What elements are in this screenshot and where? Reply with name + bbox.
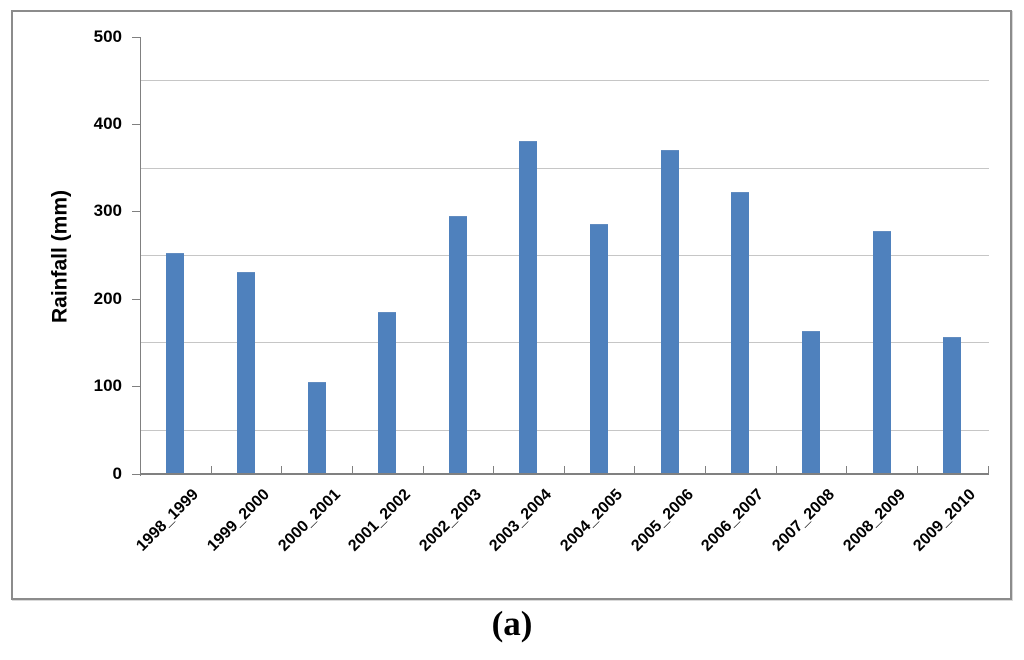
bar-2004_2005 [590, 223, 609, 475]
y-axis-tick [132, 36, 140, 38]
h-gridline [140, 429, 989, 431]
h-gridline [140, 80, 989, 82]
x-axis-tick [563, 465, 565, 474]
x-axis-tick [634, 465, 636, 474]
x-axis-tick [422, 465, 424, 474]
y-axis-tick [132, 473, 140, 475]
figure-caption: (a) [491, 604, 533, 643]
y-axis-tick-label: 400 [93, 113, 122, 133]
x-axis-tick [281, 465, 283, 474]
chart-frame [11, 10, 1012, 600]
bar-1999_2000 [236, 272, 255, 475]
y-axis-tick-label: 200 [93, 288, 122, 308]
x-axis-tick [775, 465, 777, 474]
y-axis-tick-label: 300 [93, 201, 122, 221]
bar-2006_2007 [731, 192, 750, 475]
h-gridline [140, 342, 989, 344]
x-axis-tick [140, 465, 141, 474]
bar-2000_2001 [307, 381, 326, 475]
y-axis-tick-label: 0 [112, 463, 122, 483]
x-axis-tick [210, 465, 212, 474]
y-axis-tick [132, 386, 140, 388]
bar-2008_2009 [872, 230, 891, 475]
bar-2001_2002 [378, 311, 397, 475]
x-axis-tick [705, 465, 706, 474]
x-axis-tick [846, 465, 848, 474]
y-axis-tick [132, 211, 140, 213]
y-axis-tick [132, 298, 140, 300]
h-gridline [140, 167, 989, 169]
y-axis-tick-label: 500 [93, 26, 122, 46]
x-axis-tick [916, 465, 918, 474]
bar-2005_2006 [660, 150, 679, 475]
y-axis-tick-label: 100 [93, 376, 122, 396]
bar-2007_2008 [801, 331, 820, 475]
x-axis-line [140, 473, 989, 475]
x-axis-tick [493, 465, 495, 474]
x-axis-tick [987, 465, 989, 474]
y-axis-line [140, 36, 141, 476]
bar-2009_2010 [943, 337, 962, 475]
bar-1998_1999 [166, 253, 185, 475]
y-axis-title: Rainfall (mm) [48, 190, 72, 324]
bar-2002_2003 [448, 215, 467, 475]
bar-2003_2004 [519, 141, 538, 475]
y-axis-tick [132, 123, 140, 125]
x-axis-tick [351, 465, 353, 474]
h-gridline [140, 255, 989, 256]
